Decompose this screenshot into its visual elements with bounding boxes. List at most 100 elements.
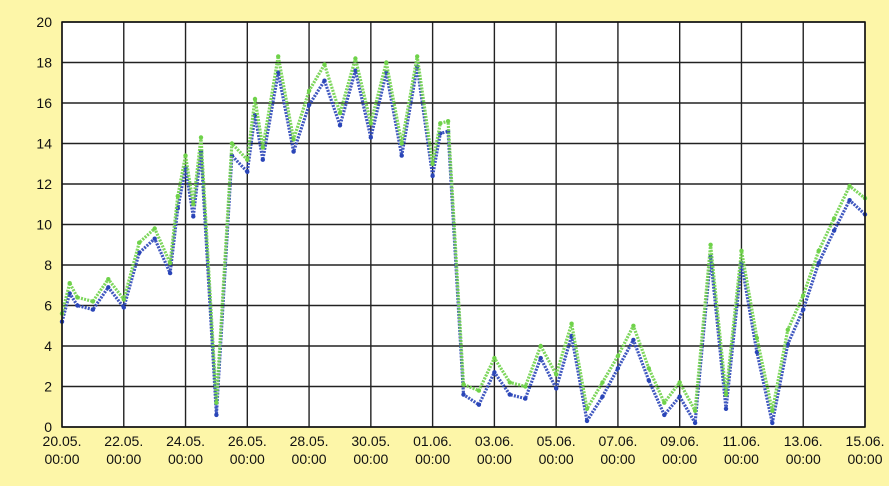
series-2 <box>59 54 868 413</box>
data-point <box>191 214 196 219</box>
data-point <box>754 349 760 355</box>
data-point <box>770 420 775 426</box>
data-point <box>322 62 327 67</box>
y-tick-label: 4 <box>44 338 52 354</box>
data-point <box>692 420 698 426</box>
data-point <box>723 406 729 411</box>
data-point <box>137 250 142 255</box>
data-point <box>430 173 435 179</box>
data-point <box>831 216 837 221</box>
data-point <box>214 412 219 418</box>
x-tick-label-date: 30.05. <box>351 433 390 449</box>
data-point <box>600 394 605 399</box>
x-tick-label-time: 00:00 <box>292 451 327 467</box>
data-point <box>631 337 636 343</box>
data-point <box>384 60 389 65</box>
x-tick-label-time: 00:00 <box>539 451 574 467</box>
data-point <box>615 366 621 371</box>
data-point <box>175 193 180 199</box>
data-point <box>106 277 111 282</box>
data-point <box>584 418 590 424</box>
data-point <box>831 228 837 233</box>
x-tick-label-date: 05.06. <box>537 433 576 449</box>
y-tick-label: 12 <box>36 176 52 192</box>
y-axis-tick-labels: 0 2 4 6 8 10 12 14 16 18 20 <box>36 14 52 435</box>
data-point <box>137 240 142 245</box>
data-point <box>461 382 466 387</box>
data-point <box>183 153 188 158</box>
data-point <box>723 392 729 397</box>
data-point <box>121 297 127 302</box>
data-point <box>523 396 528 401</box>
data-point <box>75 303 80 308</box>
data-point <box>291 149 296 154</box>
x-tick-label-date: 22.05. <box>104 433 143 449</box>
y-tick-label: 14 <box>36 136 52 152</box>
data-point <box>646 378 651 383</box>
x-tick-label-date: 26.05. <box>228 433 267 449</box>
data-point <box>554 386 559 391</box>
data-point <box>152 236 157 241</box>
x-tick-label-time: 00:00 <box>600 451 635 467</box>
x-tick-label-time: 00:00 <box>106 451 141 467</box>
x-tick-label-time: 00:00 <box>477 451 512 467</box>
data-point <box>67 281 72 286</box>
x-tick-label-date: 24.05. <box>166 433 205 449</box>
data-point <box>106 285 111 290</box>
data-point <box>306 102 312 108</box>
data-point <box>538 343 543 349</box>
y-tick-label: 20 <box>36 14 52 30</box>
data-point <box>167 270 173 276</box>
x-tick-label-time: 00:00 <box>230 451 265 467</box>
x-tick-label-date: 28.05. <box>290 433 329 449</box>
data-point <box>252 96 258 102</box>
data-point <box>276 54 281 59</box>
data-series <box>59 54 868 426</box>
data-point <box>121 305 127 310</box>
data-point <box>754 335 760 341</box>
data-point <box>662 412 667 418</box>
data-point <box>368 135 373 140</box>
data-point <box>353 68 358 73</box>
data-point <box>770 408 775 413</box>
plot-frame <box>61 21 866 428</box>
data-point <box>291 137 296 142</box>
data-point <box>67 291 72 296</box>
data-point <box>847 198 852 203</box>
y-tick-label: 10 <box>36 217 52 233</box>
x-tick-label-date: 01.06. <box>413 433 452 449</box>
data-point <box>554 372 559 377</box>
x-tick-label-time: 00:00 <box>168 451 203 467</box>
x-tick-label-time: 00:00 <box>724 451 759 467</box>
y-tick-label: 2 <box>44 379 52 395</box>
data-point <box>245 157 250 162</box>
data-point <box>708 242 713 247</box>
x-tick-label-time: 00:00 <box>662 451 697 467</box>
data-point <box>430 161 435 166</box>
data-point <box>229 141 235 146</box>
series-line <box>60 54 866 413</box>
x-tick-label-time: 00:00 <box>786 451 821 467</box>
data-point <box>90 299 96 304</box>
data-point <box>785 327 790 332</box>
data-point <box>445 119 451 124</box>
x-tick-label-time: 00:00 <box>353 451 388 467</box>
data-point <box>739 248 744 253</box>
data-point <box>167 260 173 266</box>
data-point <box>399 153 404 158</box>
y-tick-label: 6 <box>44 298 52 314</box>
series-line <box>60 64 867 425</box>
y-tick-label: 18 <box>36 55 52 71</box>
data-point <box>507 380 512 385</box>
data-point <box>214 400 219 405</box>
data-point <box>368 121 373 126</box>
data-point <box>245 169 250 174</box>
data-point <box>600 380 605 385</box>
data-point <box>816 248 821 253</box>
data-point <box>569 321 574 326</box>
data-point <box>306 88 312 94</box>
data-point <box>523 384 528 389</box>
data-point <box>847 183 852 189</box>
